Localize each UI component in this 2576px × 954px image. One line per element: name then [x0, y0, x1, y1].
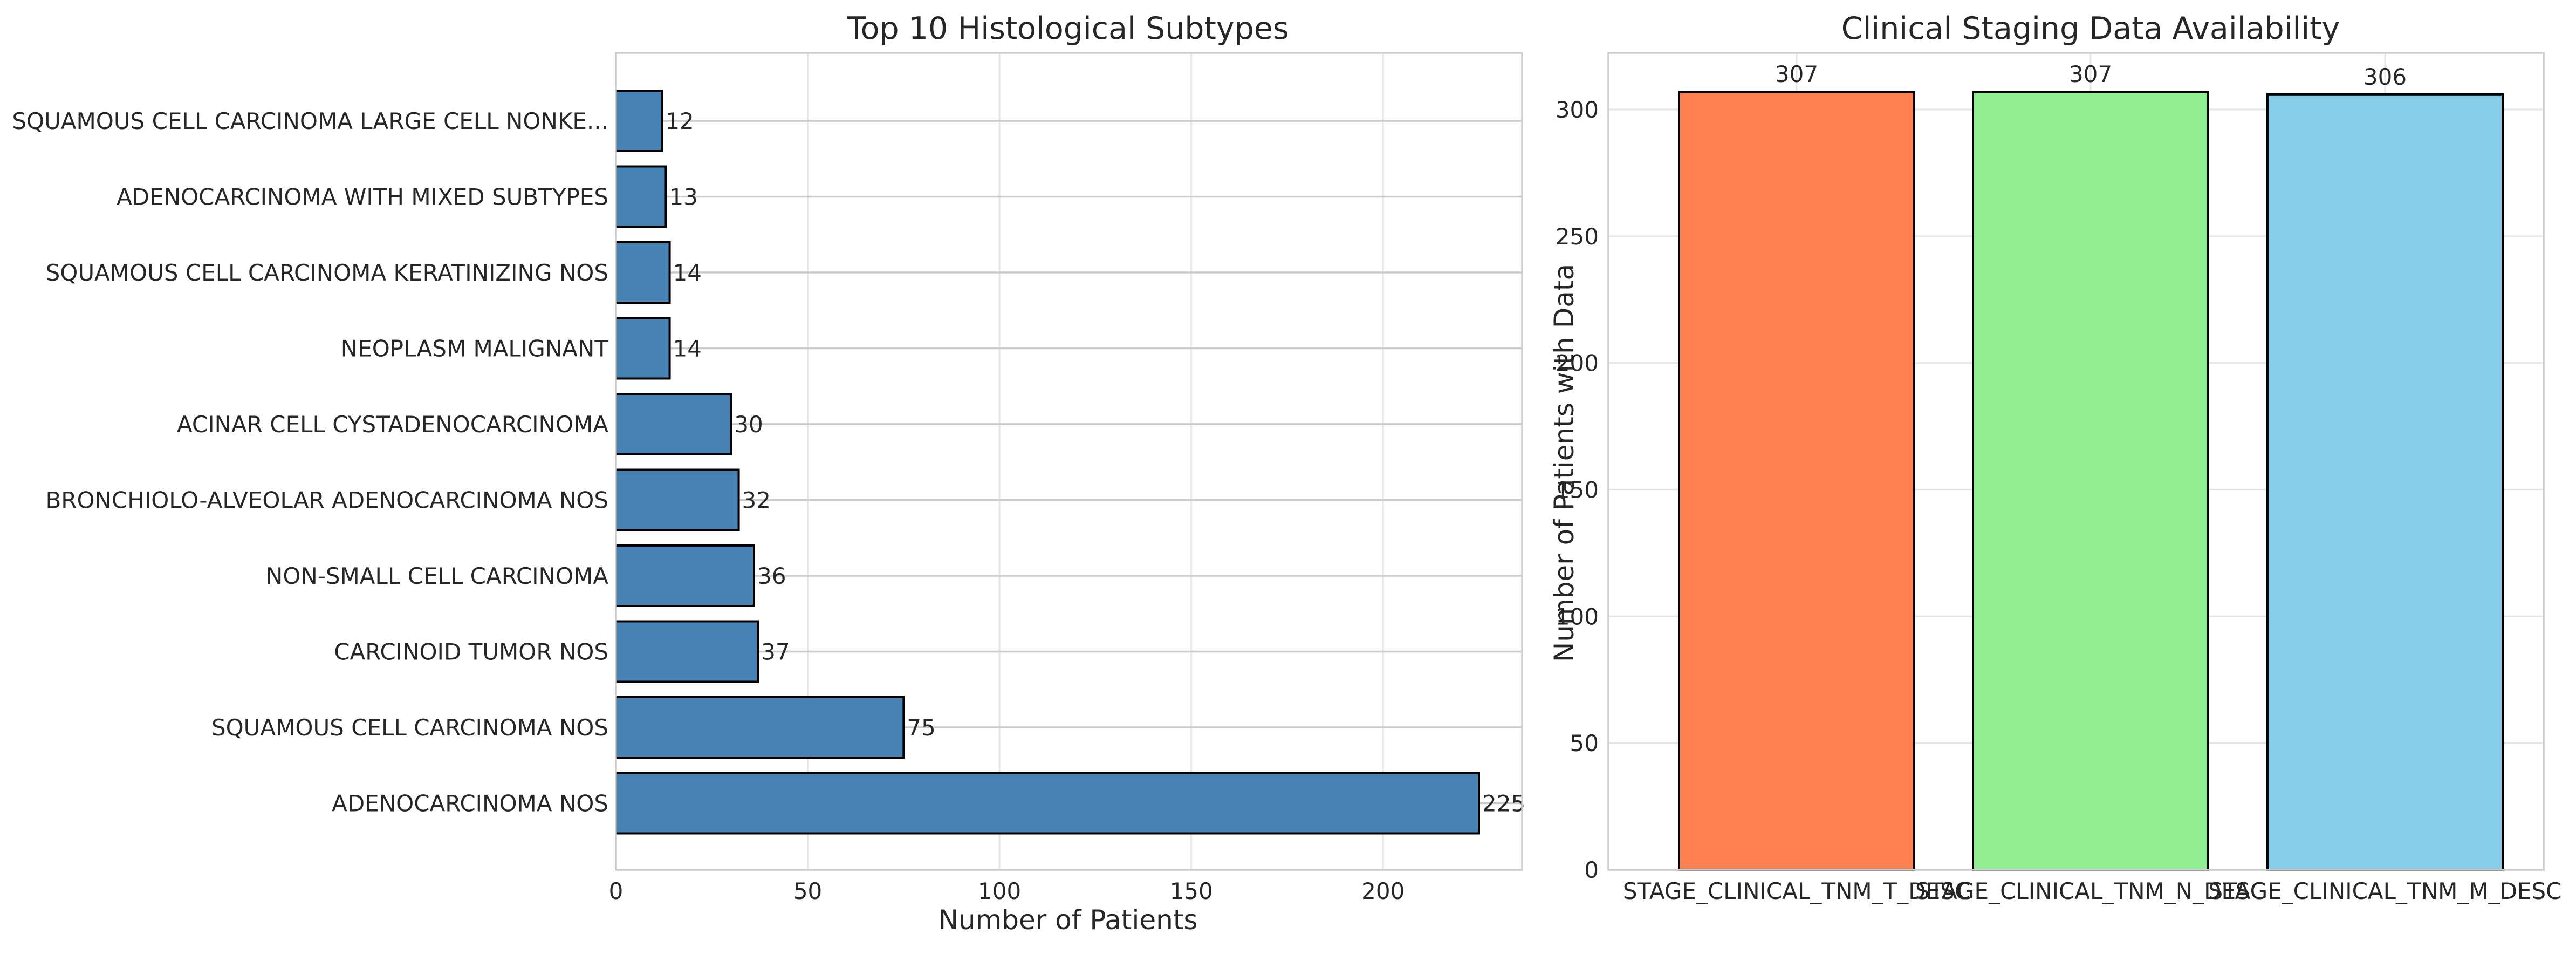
left-x-tick-label: 200: [1361, 878, 1405, 904]
right-x-tick-label: STAGE_CLINICAL_TNM_N_DESC: [1915, 878, 2266, 904]
right-y-tick-label: 200: [1556, 350, 1599, 377]
left-x-axis-label: Number of Patients: [938, 904, 1198, 936]
right-bar-value-label: 307: [2069, 61, 2112, 87]
right-bar-value-label: 306: [2363, 64, 2407, 90]
clinical-staging-chart: Clinical Staging Data Availability Numbe…: [1549, 11, 2561, 904]
left-bar: [615, 393, 732, 455]
left-bar-value-label: 36: [757, 563, 786, 589]
left-bar: [615, 317, 671, 380]
left-bar-value-label: 37: [761, 639, 790, 665]
left-bar-value-label: 13: [669, 184, 697, 210]
left-x-tick-label: 100: [978, 878, 1021, 904]
right-y-tick-label: 250: [1556, 223, 1599, 250]
left-y-tick-label: SQUAMOUS CELL CARCINOMA KERATINIZING NOS: [46, 260, 608, 286]
right-bar-value-label: 307: [1775, 61, 1818, 87]
left-bar: [615, 165, 667, 228]
right-bar: [1678, 91, 1915, 871]
left-y-tick-label: NON-SMALL CELL CARCINOMA: [266, 563, 608, 589]
left-bar-value-label: 75: [907, 714, 935, 741]
left-bar: [615, 241, 671, 304]
left-bar-value-label: 225: [1482, 791, 1525, 817]
left-x-tick-label: 50: [793, 878, 822, 904]
left-y-tick-label: SQUAMOUS CELL CARCINOMA LARGE CELL NONKE…: [12, 108, 608, 134]
left-bar-value-label: 30: [734, 411, 763, 438]
right-y-axis-label: Number of Patients with Data: [1549, 264, 1580, 662]
left-bar: [615, 544, 755, 607]
left-y-tick-label: ADENOCARCINOMA WITH MIXED SUBTYPES: [117, 184, 608, 210]
left-y-tick-label: BRONCHIOLO-ALVEOLAR ADENOCARCINOMA NOS: [45, 487, 608, 514]
histological-subtypes-chart: Top 10 Histological Subtypes Number of P…: [12, 11, 1525, 936]
left-bar: [615, 696, 905, 759]
left-x-tick-label: 0: [609, 878, 624, 904]
left-bar: [615, 772, 1480, 835]
left-y-tick-label: ACINAR CELL CYSTADENOCARCINOMA: [177, 411, 608, 438]
left-bar: [615, 620, 759, 683]
right-bar: [2266, 93, 2504, 871]
left-axes-frame: [615, 52, 1523, 871]
right-y-tick-label: 100: [1556, 603, 1599, 630]
left-bar: [615, 468, 740, 531]
left-y-tick-label: CARCINOID TUMOR NOS: [334, 639, 608, 665]
left-bar: [615, 90, 663, 152]
left-bar-value-label: 14: [673, 336, 702, 362]
left-bars: [615, 90, 1480, 835]
right-y-tick-label: 50: [1570, 730, 1599, 757]
left-bar-value-label: 32: [742, 487, 771, 514]
left-bar-value-label: 12: [665, 108, 694, 134]
right-bar: [1972, 91, 2209, 871]
left-bar-value-label: 14: [673, 260, 702, 286]
right-x-tick-label: STAGE_CLINICAL_TNM_T_DESC: [1623, 878, 1970, 904]
left-y-tick-label: ADENOCARCINOMA NOS: [332, 791, 608, 817]
right-x-tick-label: STAGE_CLINICAL_TNM_M_DESC: [2209, 878, 2562, 904]
right-axes-frame: [1607, 52, 2545, 871]
right-y-tick-label: 0: [1584, 857, 1599, 883]
right-chart-title: Clinical Staging Data Availability: [1841, 11, 2340, 46]
right-bars: [1678, 91, 2504, 871]
right-y-tick-label: 300: [1556, 97, 1599, 123]
left-gridlines: [615, 53, 1522, 870]
left-y-tick-label: SQUAMOUS CELL CARCINOMA NOS: [211, 714, 608, 741]
left-x-tick-label: 150: [1170, 878, 1213, 904]
left-chart-title: Top 10 Histological Subtypes: [846, 11, 1289, 46]
right-y-tick-label: 150: [1556, 476, 1599, 503]
left-y-tick-label: NEOPLASM MALIGNANT: [341, 336, 609, 362]
